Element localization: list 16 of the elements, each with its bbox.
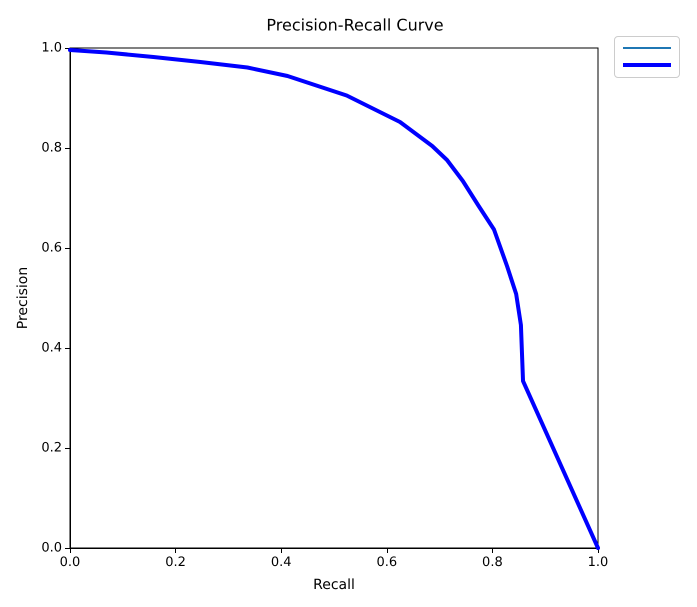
chart-title: Precision-Recall Curve — [266, 16, 444, 34]
y-tick-label: 0.8 — [41, 140, 62, 156]
x-tick-label: 0.6 — [376, 555, 398, 570]
y-tick-label: 0.4 — [41, 340, 62, 356]
x-tick-label: 0.4 — [270, 555, 292, 570]
y-tick-label: 1.0 — [41, 40, 62, 56]
x-tick-label: 0.0 — [60, 555, 80, 570]
line-series — [68, 48, 600, 550]
x-tick-label: 1.0 — [588, 555, 608, 570]
x-tick-label: 0.2 — [165, 555, 186, 570]
x-tick-label: 0.8 — [482, 555, 503, 570]
x-axis-title: Recall — [313, 577, 355, 593]
y-tick-label: 0.6 — [41, 240, 62, 256]
y-tick-label: 0.2 — [41, 440, 62, 456]
y-tick-label: 0.0 — [41, 540, 62, 556]
y-axis-title: Precision — [15, 266, 31, 330]
